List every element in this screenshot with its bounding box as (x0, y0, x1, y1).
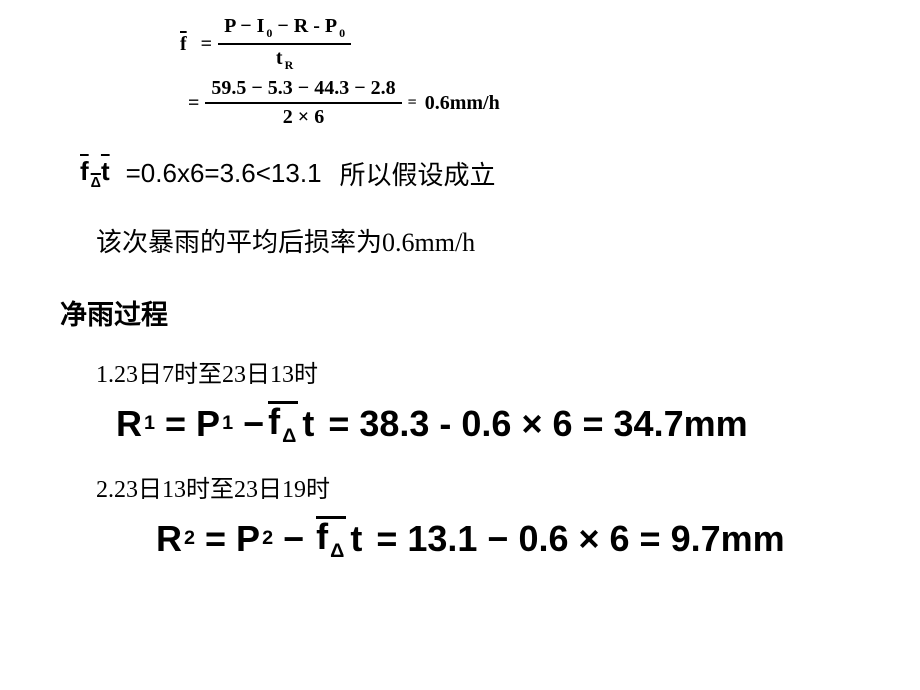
r1-result: = 38.3 - 0.6 × 6 = 34.7mm (328, 403, 747, 445)
equation-r2: R2 = P2 − fΔt = 13.1 − 0.6 × 6 = 9.7mm (156, 516, 860, 562)
fraction-1: P − I0 − R - P0 tR (218, 15, 351, 73)
net-rain-heading: 净雨过程 (60, 293, 860, 332)
equation-fbar-definition: f = P − I0 − R - P0 tR (180, 15, 860, 73)
period2-label: 2.23日13时至23日19时 (96, 469, 860, 504)
fraction-2: 59.5 − 5.3 − 44.3 − 2.8 2 × 6 (205, 77, 401, 129)
assumption-check-line: fΔt =0.6x6=3.6<13.1 所以假设成立 (80, 155, 860, 192)
equation-fbar-numeric: = 59.5 − 5.3 − 44.3 − 2.8 2 × 6 = 0.6mm/… (188, 77, 860, 129)
assumption-conclusion: 所以假设成立 (340, 155, 496, 192)
r2-result: = 13.1 − 0.6 × 6 = 9.7mm (376, 518, 784, 560)
avg-loss-rate-text: 该次暴雨的平均后损率为0.6mm/h (96, 222, 860, 259)
period1-label: 1.23日7时至23日13时 (96, 354, 860, 389)
fbar-symbol: f (180, 33, 187, 56)
slide-content: f = P − I0 − R - P0 tR = 59.5 − 5.3 − 44… (0, 0, 920, 577)
fbar-result: 0.6mm/h (425, 92, 500, 115)
equation-r1: R1 = P1 − fΔ t = 38.3 - 0.6 × 6 = 34.7mm (116, 401, 860, 447)
